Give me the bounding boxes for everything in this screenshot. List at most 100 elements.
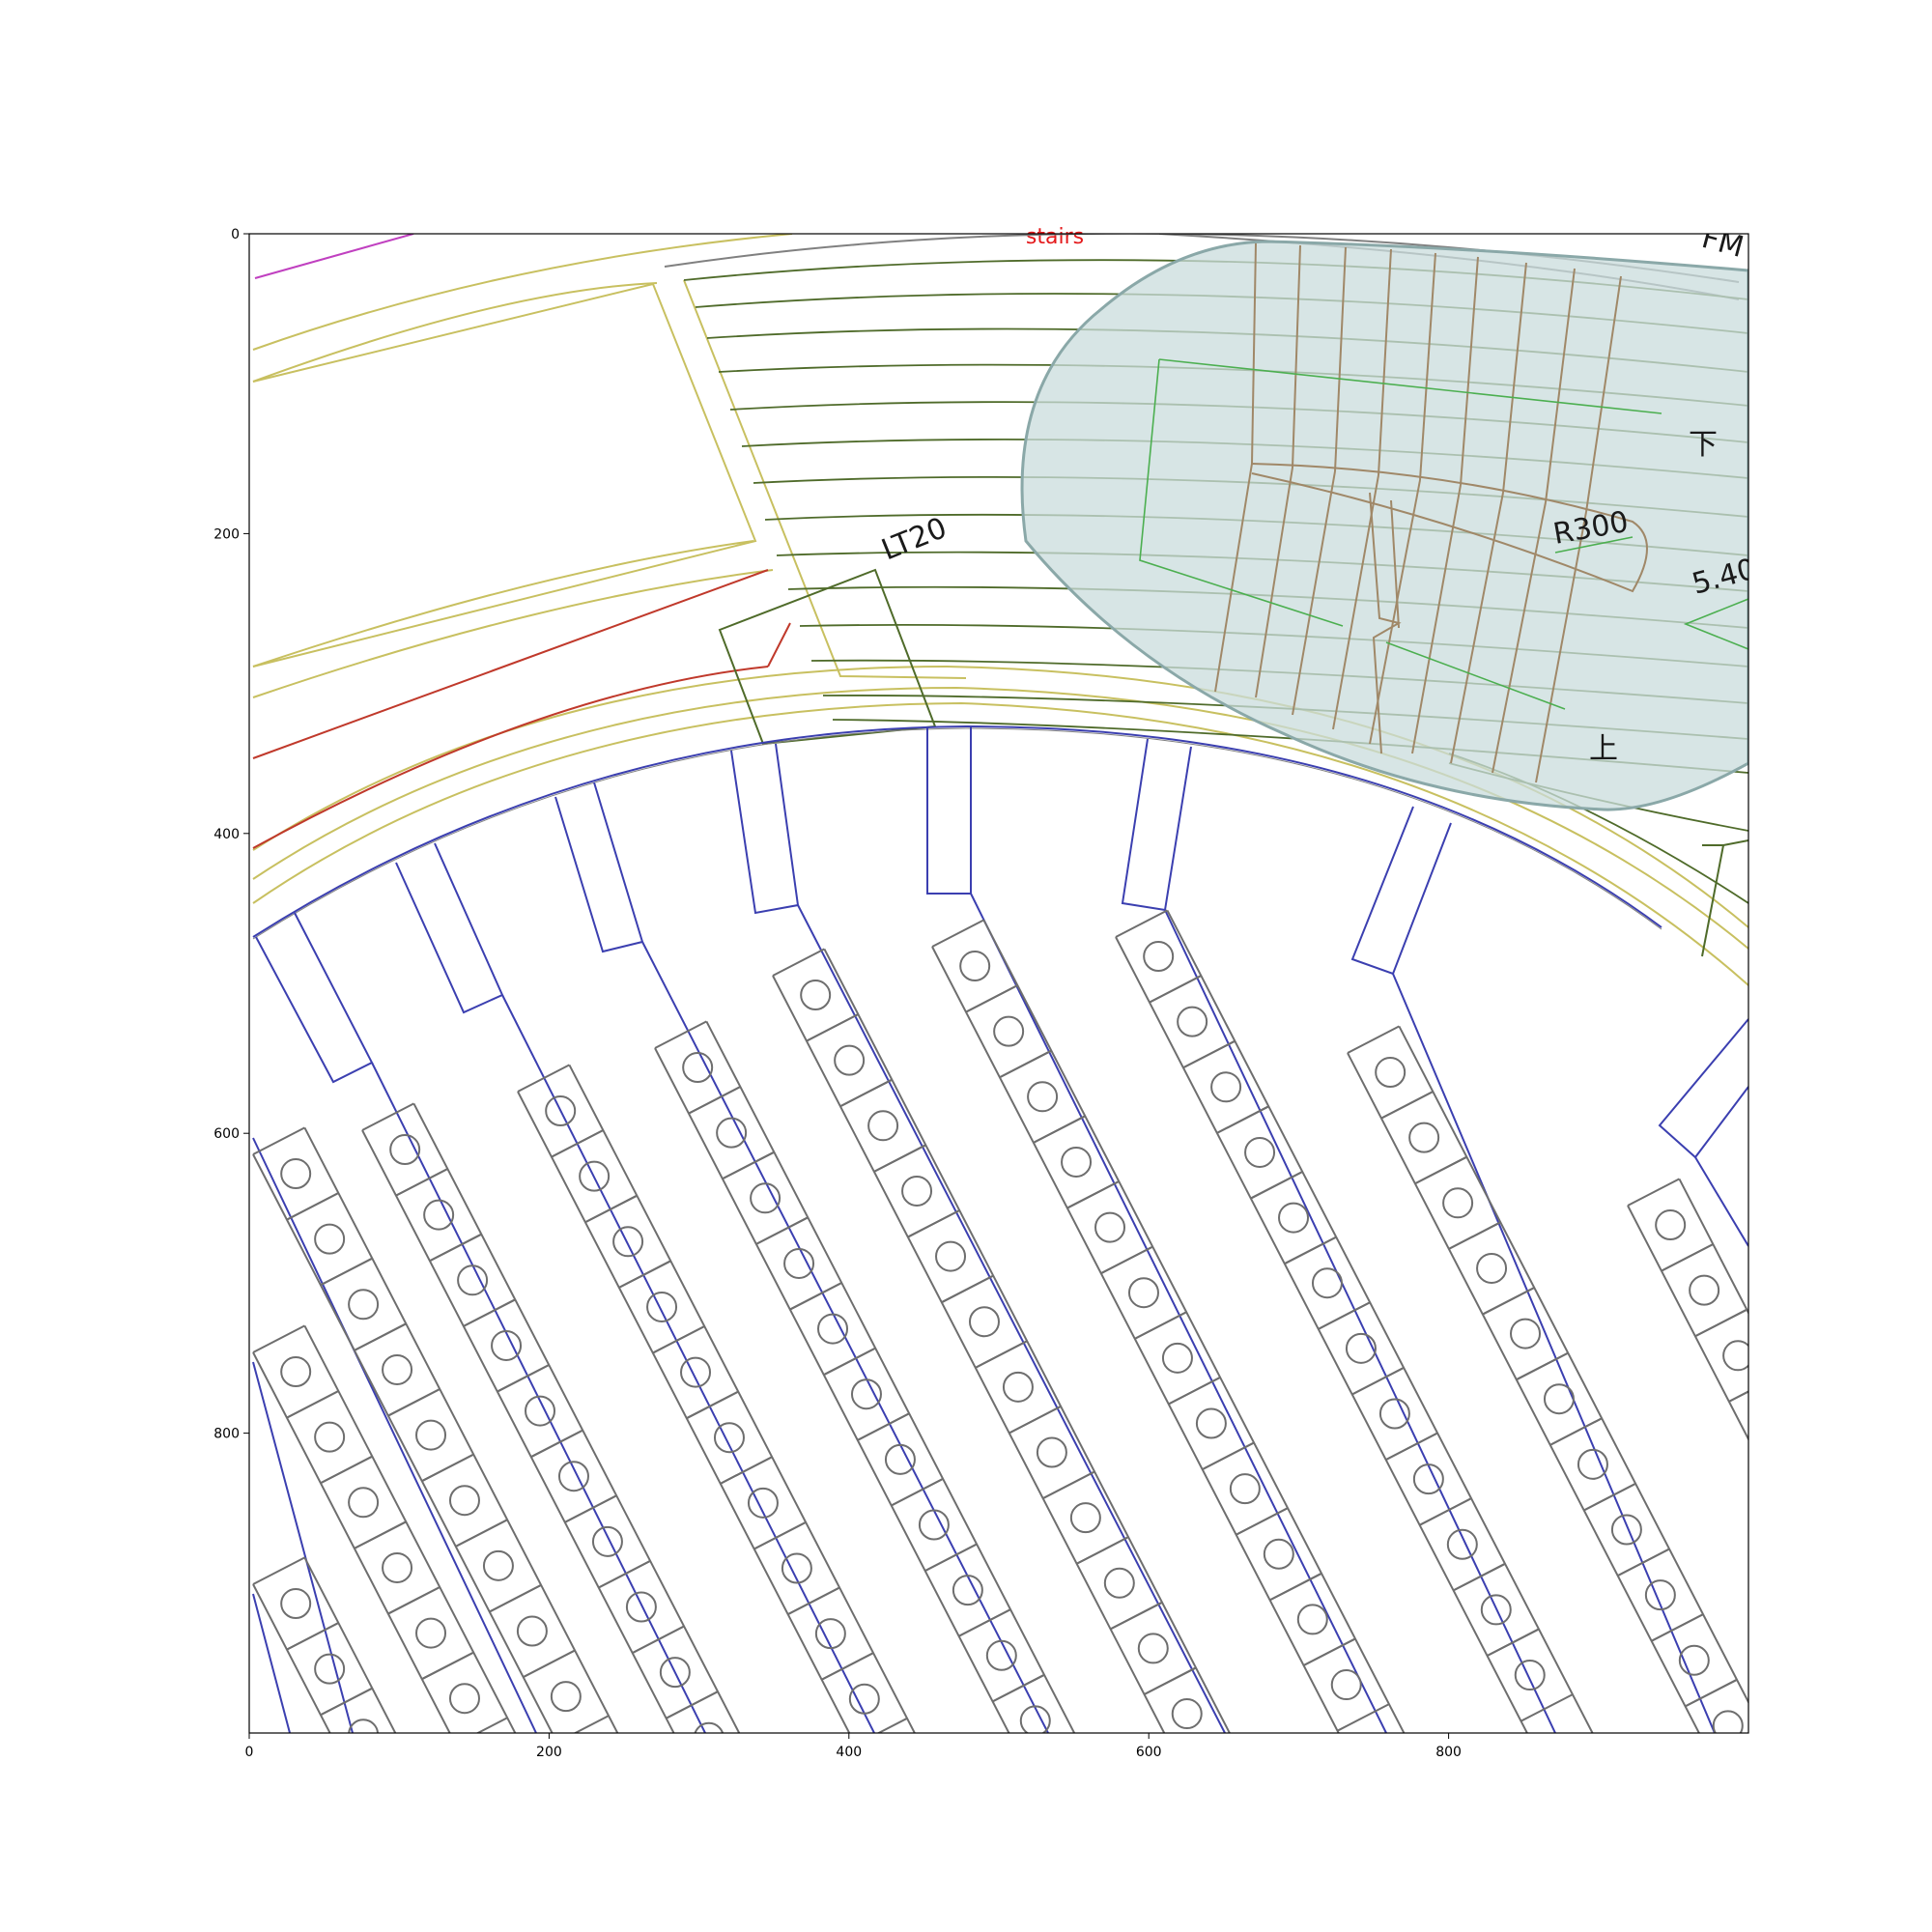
seat-circle [1137, 1633, 1169, 1664]
seat-divider [839, 1078, 926, 1173]
seat-circle [884, 1443, 916, 1475]
seat-divider [1134, 1311, 1221, 1406]
seat-circle [985, 1639, 1017, 1671]
seat-circle [1644, 1579, 1676, 1611]
seat-divider [387, 1388, 474, 1483]
seat-row-edge [1627, 1205, 1748, 1442]
seat-circle [850, 1378, 882, 1410]
seat-row-edge [517, 1091, 851, 1733]
seat-divider [523, 1649, 610, 1733]
seat-divider [1385, 1432, 1472, 1526]
figure-title: stairs [1026, 225, 1084, 249]
seat-circle [482, 1549, 514, 1581]
seat-row-edge [252, 1351, 451, 1733]
seat-divider [1694, 1308, 1748, 1403]
seat-circle [1278, 1202, 1310, 1234]
seat-divider [652, 1325, 739, 1420]
seat-divider [720, 1456, 807, 1550]
seat-divider [361, 1102, 448, 1197]
seat-circle [550, 1681, 582, 1713]
seat-circle [448, 1485, 480, 1517]
seat-divider [772, 948, 859, 1042]
seat-divider [958, 1608, 1045, 1703]
seat-circle [848, 1683, 880, 1715]
seat-divider [907, 1209, 994, 1304]
seat-divider [252, 1126, 339, 1221]
seat-divider [931, 919, 1018, 1013]
seat-divider [1033, 1115, 1120, 1209]
seat-divider [1617, 1548, 1704, 1642]
seat-circle [314, 1421, 346, 1453]
seat-circle [348, 1487, 380, 1519]
seat-circle [1103, 1567, 1135, 1599]
x-tick-label: 600 [1136, 1745, 1162, 1760]
seat-divider [618, 1260, 705, 1354]
seat-divider [1009, 1405, 1095, 1500]
room-outline [252, 279, 967, 679]
seat-circle [1127, 1277, 1159, 1309]
seat-divider [992, 1673, 1045, 1703]
seat-divider [1685, 1678, 1738, 1708]
seat-circle [694, 1721, 724, 1733]
seat-circle [1061, 1146, 1093, 1178]
seat-circle [1610, 1514, 1642, 1546]
seat-circle [1177, 1006, 1208, 1037]
seat-row-edge [1115, 936, 1529, 1733]
magenta-line [254, 234, 414, 279]
seat-divider [1144, 1666, 1230, 1733]
green-path [1139, 358, 1748, 710]
seat-row-edge [1398, 1025, 1748, 1705]
seat-divider [1351, 1366, 1438, 1462]
y-tick-label: 0 [231, 227, 240, 242]
seat-divider [286, 1622, 373, 1717]
seat-circle [314, 1223, 346, 1255]
stair-structure [1214, 242, 1648, 783]
seat-circle [1094, 1211, 1126, 1243]
seat-circle [959, 951, 991, 982]
axis-ticks: 0 200 400 600 800 0 200 400 600 800 [213, 227, 1462, 1760]
seat-row-edge [1678, 1178, 1748, 1316]
down-label: 下 [1689, 428, 1718, 462]
seat-circle [1722, 1340, 1748, 1372]
seat-circle [314, 1653, 346, 1685]
seat-divider [584, 1194, 671, 1289]
seat-divider [387, 1586, 474, 1681]
fm-label: FM [1698, 221, 1747, 265]
seat-divider [1627, 1178, 1714, 1272]
seat-divider [421, 1651, 508, 1733]
seat-row-edge [931, 946, 1340, 1733]
seat-divider [1318, 1301, 1405, 1396]
seat-divider [654, 1020, 741, 1115]
seat-circle [1002, 1371, 1034, 1403]
seat-circle [716, 1117, 748, 1149]
x-tick-label: 0 [245, 1745, 254, 1760]
red-lines [252, 569, 791, 849]
seat-circle [1263, 1538, 1294, 1570]
seat-divider [789, 1282, 876, 1377]
seat-circle [1543, 1383, 1575, 1415]
seat-circle [1027, 1081, 1059, 1113]
seat-circle [1446, 1528, 1478, 1560]
seat-circle [682, 1052, 714, 1084]
seat-circle [1311, 1267, 1343, 1299]
seat-circle [423, 1199, 455, 1231]
seat-row-edge [1166, 909, 1594, 1733]
seat-circle [783, 1247, 815, 1279]
seat-row-edge [361, 1129, 675, 1733]
x-tick-label: 200 [536, 1745, 562, 1760]
seat-divider [857, 1412, 944, 1507]
curved-boundary-lines [252, 234, 1748, 986]
seat-rows [252, 909, 1748, 1733]
seat-circle [1069, 1502, 1101, 1534]
seat-circle [1330, 1669, 1362, 1701]
seat-divider [1100, 1245, 1187, 1340]
seat-circle [280, 1588, 312, 1620]
seat-divider [354, 1520, 440, 1615]
seat-circle [713, 1422, 745, 1454]
seat-row-edge [412, 1102, 741, 1733]
seat-circle [901, 1175, 933, 1207]
seat-circle [1171, 1698, 1203, 1730]
seat-circle [867, 1110, 899, 1142]
seat-circle [1689, 1274, 1720, 1306]
